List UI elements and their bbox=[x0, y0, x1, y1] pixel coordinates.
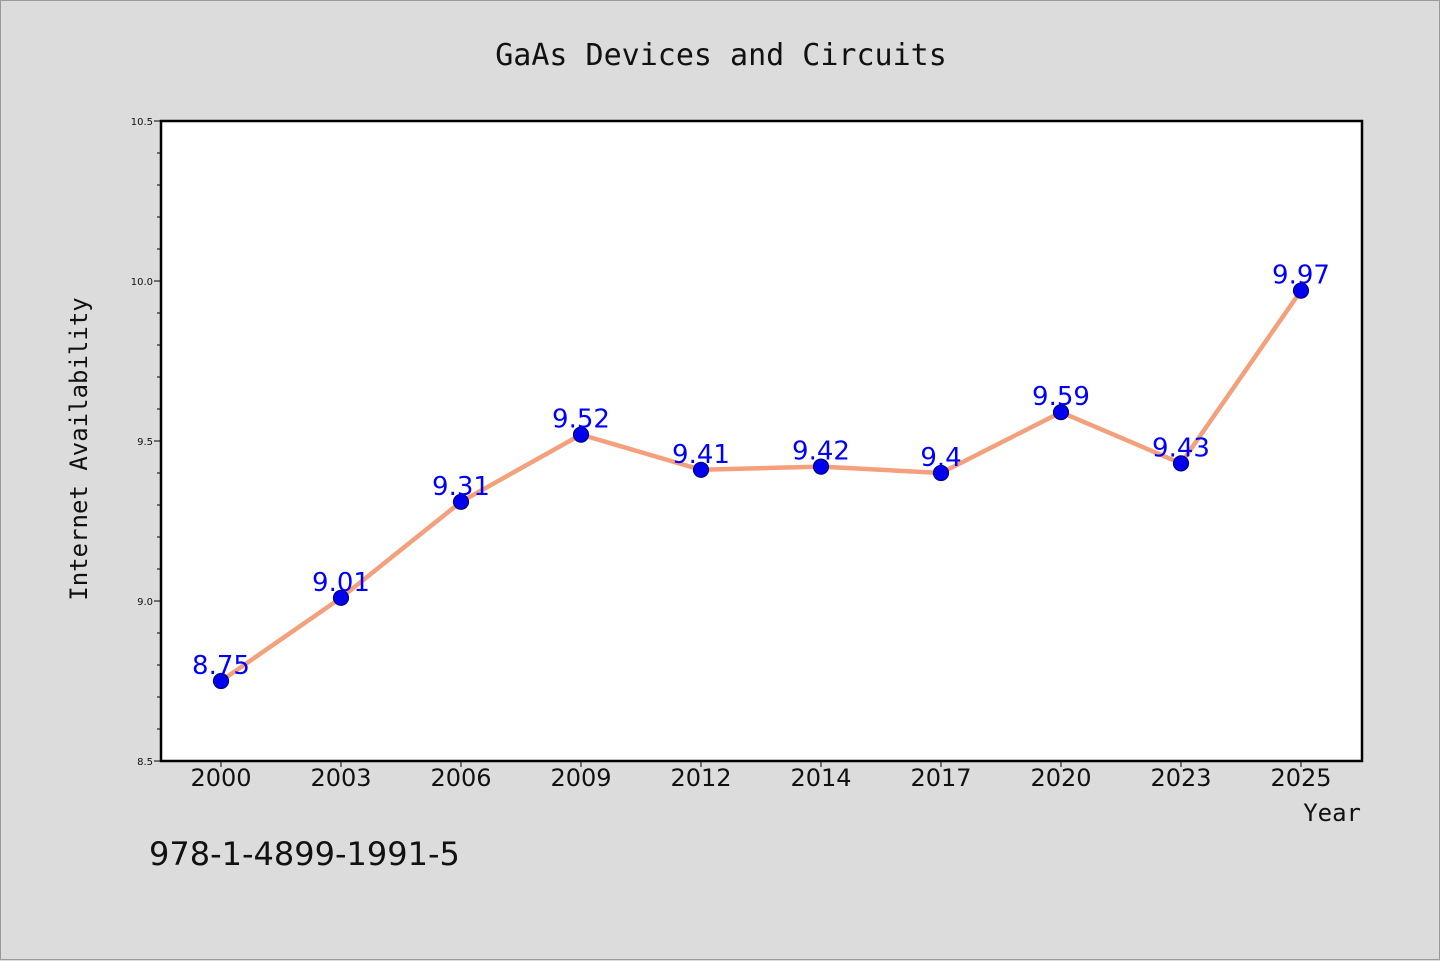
data-point bbox=[1172, 455, 1190, 472]
chart-title: GaAs Devices and Circuits bbox=[495, 38, 947, 73]
data-point bbox=[932, 464, 950, 482]
data-label: 9.43 bbox=[1152, 433, 1210, 463]
data-label: 9.31 bbox=[432, 472, 490, 502]
x-tick-label: 2025 bbox=[1270, 764, 1331, 792]
y-tick-label: 10.0 bbox=[131, 277, 153, 288]
data-point bbox=[452, 493, 470, 510]
data-point bbox=[332, 589, 350, 606]
data-label: 9.41 bbox=[672, 440, 730, 470]
x-tick-label: 2017 bbox=[910, 764, 971, 792]
data-label: 9.4 bbox=[920, 443, 961, 473]
y-axis: 8.5 9.0 9.5 10.0 10.5 bbox=[131, 117, 161, 768]
data-label: 9.01 bbox=[312, 568, 370, 598]
data-labels: 8.75 9.01 9.31 9.52 9.41 9.42 9.4 9.59 9.43 9.97 bbox=[192, 261, 1330, 681]
x-axis: 2000 2003 2006 2009 2012 2014 2017 2020 2023 2025 bbox=[190, 761, 1332, 792]
data-label: 9.59 bbox=[1032, 382, 1090, 412]
data-point bbox=[692, 461, 710, 478]
y-tick-label: 9.0 bbox=[137, 597, 153, 608]
x-axis-label: Year bbox=[1303, 799, 1361, 827]
x-tick-label: 2023 bbox=[1150, 764, 1211, 792]
data-label: 9.97 bbox=[1272, 261, 1330, 291]
series-layer bbox=[212, 282, 1310, 690]
isbn-footer: 978-1-4899-1991-5 bbox=[149, 835, 460, 873]
data-label: 9.42 bbox=[792, 437, 850, 467]
x-tick-label: 2009 bbox=[550, 764, 611, 792]
data-point bbox=[572, 426, 590, 443]
plot-area bbox=[159, 119, 1364, 763]
data-label: 8.75 bbox=[192, 651, 250, 681]
x-tick-label: 2020 bbox=[1030, 764, 1091, 792]
data-point bbox=[1052, 404, 1070, 421]
y-tick-label: 10.5 bbox=[131, 117, 153, 128]
data-point bbox=[212, 672, 230, 690]
x-tick-label: 2006 bbox=[430, 764, 491, 792]
data-point bbox=[1292, 282, 1310, 299]
y-tick-label: 8.5 bbox=[137, 757, 153, 768]
x-tick-label: 2000 bbox=[190, 764, 251, 792]
series-line bbox=[218, 288, 1304, 684]
y-tick-label: 9.5 bbox=[137, 437, 153, 448]
x-tick-label: 2003 bbox=[310, 764, 371, 792]
data-point bbox=[812, 458, 830, 475]
x-tick-label: 2014 bbox=[790, 764, 851, 792]
data-label: 9.52 bbox=[552, 405, 610, 435]
x-tick-label: 2012 bbox=[670, 764, 731, 792]
y-axis-label: Internet Availability bbox=[65, 297, 93, 600]
